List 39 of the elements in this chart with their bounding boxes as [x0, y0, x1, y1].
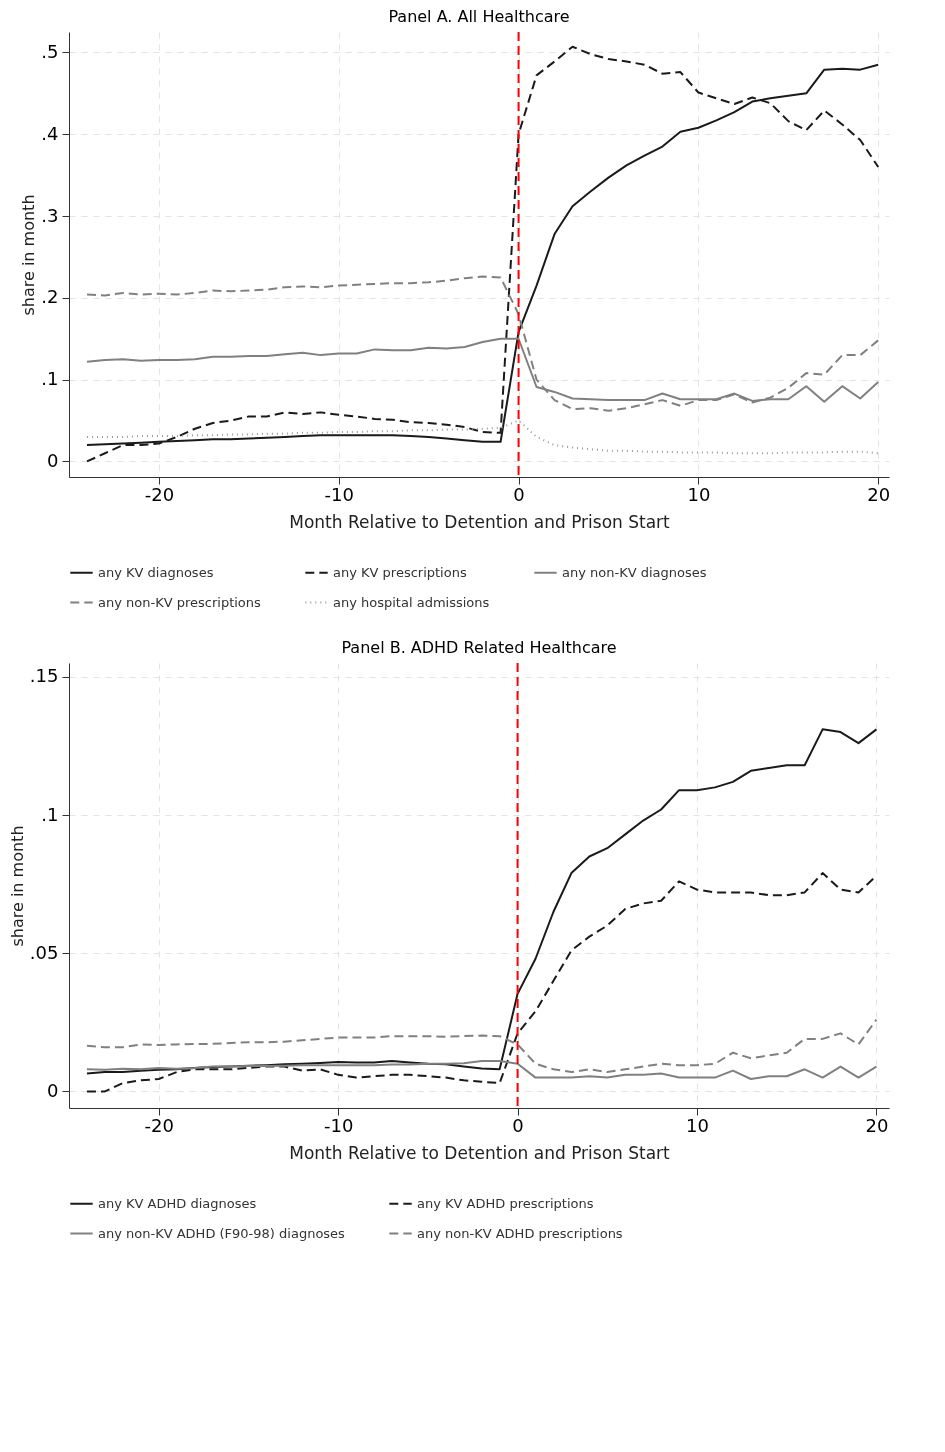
x-tick-label: -20: [144, 483, 175, 505]
y-tick-label: 0: [47, 1079, 59, 1101]
line-series: [85, 419, 880, 455]
x-tick-label: -10: [324, 483, 354, 505]
line-series: [85, 275, 880, 412]
y-tick-label: .15: [29, 665, 59, 687]
legend-label: any KV ADHD prescriptions: [417, 1195, 594, 1211]
x-axis-title: Month Relative to Detention and Prison Start: [289, 511, 671, 532]
y-tick-label: .1: [41, 803, 59, 825]
x-tick-label: 20: [867, 483, 891, 505]
legend-label: any non-KV ADHD prescriptions: [417, 1225, 623, 1241]
x-tick-label: 10: [687, 483, 711, 505]
chart-title: Panel B. ADHD Related Healthcare: [341, 638, 617, 657]
y-tick-label: .5: [41, 40, 59, 62]
x-tick-label: 20: [865, 1114, 889, 1136]
legend-label: any non-KV prescriptions: [98, 594, 262, 610]
legend-label: any KV ADHD diagnoses: [98, 1195, 257, 1211]
legend-label: any hospital admissions: [333, 594, 490, 610]
x-tick-label: 10: [686, 1114, 709, 1136]
y-tick-label: .2: [41, 286, 59, 308]
x-tick-label: 0: [513, 483, 525, 505]
x-tick-label: -20: [144, 1114, 174, 1136]
legend-label: any KV prescriptions: [333, 564, 467, 580]
y-tick-label: .3: [41, 204, 59, 226]
legend-label: any non-KV diagnoses: [562, 564, 707, 580]
y-axis-title: share in month: [19, 194, 39, 316]
x-axis-title: Month Relative to Detention and Prison Start: [289, 1142, 671, 1163]
y-tick-label: .05: [29, 941, 59, 963]
chart-title: Panel A. All Healthcare: [388, 7, 570, 26]
line-series: [85, 1060, 878, 1080]
x-tick-label: -10: [323, 1114, 354, 1136]
y-tick-label: .4: [41, 122, 59, 144]
legend-label: any non-KV ADHD (F90-98) diagnoses: [98, 1225, 346, 1241]
legend-label: any KV diagnoses: [98, 564, 214, 580]
line-series: [85, 1018, 878, 1074]
y-axis-title: share in month: [7, 825, 27, 947]
y-tick-label: .1: [41, 368, 59, 390]
y-tick-label: 0: [47, 449, 59, 471]
x-tick-label: 0: [512, 1114, 524, 1136]
